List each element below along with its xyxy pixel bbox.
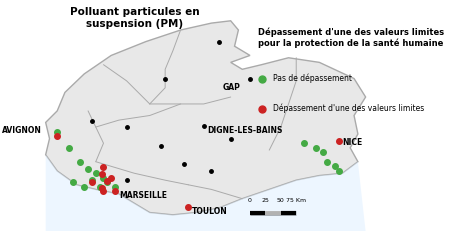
Text: DIGNE-LES-BAINS: DIGNE-LES-BAINS: [207, 126, 282, 135]
Text: Pas de dépassement: Pas de dépassement: [273, 74, 351, 83]
Polygon shape: [46, 155, 365, 231]
Text: TOULON: TOULON: [192, 207, 228, 216]
Text: GAP: GAP: [222, 83, 240, 92]
Text: Dépassement d'une des valeurs limites: Dépassement d'une des valeurs limites: [273, 104, 424, 113]
Text: NICE: NICE: [342, 138, 362, 146]
Text: MARSEILLE: MARSEILLE: [119, 191, 167, 200]
Text: Polluant particules en
suspension (PM): Polluant particules en suspension (PM): [69, 7, 199, 29]
Text: Dépassement d'une des valeurs limites
pour la protection de la santé humaine: Dépassement d'une des valeurs limites po…: [257, 28, 443, 48]
Text: 0: 0: [248, 198, 251, 203]
Text: 50: 50: [276, 198, 284, 203]
Polygon shape: [46, 21, 365, 215]
Text: 25: 25: [261, 198, 269, 203]
Text: AVIGNON: AVIGNON: [2, 126, 42, 135]
Text: 75 Km: 75 Km: [286, 198, 306, 203]
